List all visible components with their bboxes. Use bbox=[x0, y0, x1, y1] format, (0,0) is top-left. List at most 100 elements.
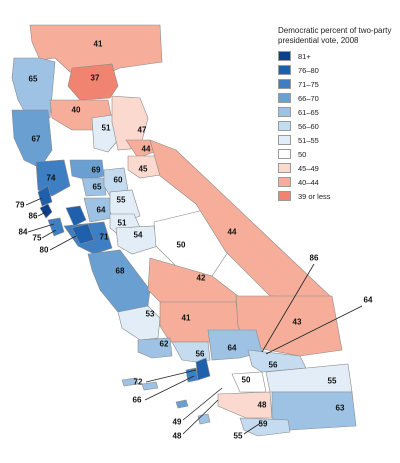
callout-value-label: 64 bbox=[364, 296, 373, 305]
county-region bbox=[127, 155, 161, 179]
legend-item: 50 bbox=[278, 148, 396, 160]
legend-swatch bbox=[278, 135, 291, 145]
county-value-label: 42 bbox=[197, 274, 206, 283]
county-value-label: 56 bbox=[269, 361, 278, 370]
county-value-label: 44 bbox=[228, 228, 237, 237]
legend-swatch bbox=[278, 65, 291, 75]
legend-swatch bbox=[278, 121, 291, 131]
callout-value-label: 80 bbox=[40, 246, 49, 255]
callout-value-label: 48 bbox=[173, 432, 182, 441]
county-value-label: 55 bbox=[117, 196, 126, 205]
county-value-label: 69 bbox=[92, 166, 101, 175]
county-value-label: 65 bbox=[29, 75, 38, 84]
legend-label: 51–55 bbox=[298, 135, 319, 145]
county-value-label: 40 bbox=[72, 106, 81, 115]
county-value-label: 59 bbox=[259, 420, 268, 429]
county-value-label: 55 bbox=[328, 377, 337, 386]
island-1 bbox=[121, 377, 139, 387]
leader-line bbox=[261, 263, 315, 353]
county-region bbox=[11, 57, 56, 119]
region-santaclara bbox=[71, 223, 95, 245]
legend-swatch bbox=[278, 93, 291, 103]
callout-value-label: 86 bbox=[310, 254, 319, 263]
county-region bbox=[115, 225, 159, 255]
region-alameda bbox=[65, 205, 87, 227]
county-value-label: 62 bbox=[160, 340, 169, 349]
legend-swatch bbox=[278, 79, 291, 89]
county-value-label: 44 bbox=[142, 145, 151, 154]
island-3 bbox=[175, 399, 189, 409]
legend-label: 40–44 bbox=[298, 177, 319, 187]
county-value-label: 54 bbox=[134, 231, 143, 240]
region-la-core bbox=[195, 357, 211, 381]
region-marin bbox=[37, 185, 53, 207]
legend-item: 71–75 bbox=[278, 78, 396, 90]
county-value-label: 37 bbox=[91, 74, 100, 83]
legend-label: 56–60 bbox=[298, 121, 319, 131]
county-value-label: 51 bbox=[118, 219, 127, 228]
legend-swatch bbox=[278, 149, 291, 159]
leader-line bbox=[145, 369, 197, 383]
leader-line bbox=[41, 229, 57, 239]
legend-title: Democratic percent of two-party presiden… bbox=[278, 26, 392, 45]
county-value-label: 43 bbox=[293, 318, 302, 327]
legend-swatch bbox=[278, 51, 291, 61]
county-value-label: 50 bbox=[242, 376, 251, 385]
legend-label: 39 or less bbox=[298, 191, 331, 201]
county-value-label: 60 bbox=[114, 176, 123, 185]
county-value-label: 71 bbox=[100, 233, 109, 242]
county-region bbox=[217, 391, 273, 419]
map-legend: Democratic percent of two-party presiden… bbox=[278, 26, 396, 204]
legend-label: 45–49 bbox=[298, 163, 319, 173]
leader-line bbox=[182, 387, 223, 421]
county-region bbox=[87, 249, 151, 313]
county-region bbox=[35, 159, 71, 197]
legend-item: 81+ bbox=[278, 50, 396, 62]
legend-label: 81+ bbox=[298, 51, 311, 61]
island-4 bbox=[197, 413, 211, 425]
legend-label: 66–70 bbox=[298, 93, 319, 103]
county-value-label: 64 bbox=[228, 344, 237, 353]
legend-swatch bbox=[278, 177, 291, 187]
leader-line bbox=[27, 223, 55, 233]
leader-line bbox=[25, 197, 43, 206]
legend-item: 39 or less bbox=[278, 190, 396, 202]
leader-line bbox=[49, 235, 77, 251]
county-value-label: 67 bbox=[32, 135, 41, 144]
county-region bbox=[271, 391, 357, 431]
county-region bbox=[239, 417, 291, 437]
leader-line bbox=[243, 421, 263, 435]
leader-line bbox=[144, 375, 195, 401]
county-value-label: 53 bbox=[146, 310, 155, 319]
legend-item: 61–65 bbox=[278, 106, 396, 118]
callout-value-label: 66 bbox=[133, 396, 142, 405]
legend-label: 61–65 bbox=[298, 107, 319, 117]
island-2 bbox=[141, 381, 159, 391]
leader-line bbox=[37, 211, 47, 217]
leader-line bbox=[265, 305, 363, 355]
leader-line bbox=[182, 399, 219, 435]
legend-item: 40–44 bbox=[278, 176, 396, 188]
legend-item: 45–49 bbox=[278, 162, 396, 174]
legend-swatch bbox=[278, 107, 291, 117]
county-value-label: 47 bbox=[138, 126, 147, 135]
legend-swatch bbox=[278, 191, 291, 201]
county-value-label: 51 bbox=[102, 124, 111, 133]
legend-swatch bbox=[278, 163, 291, 173]
county-region bbox=[67, 63, 119, 101]
callout-value-label: 75 bbox=[33, 234, 42, 243]
region-sanmateo bbox=[47, 217, 65, 237]
county-value-label: 41 bbox=[94, 40, 103, 49]
county-region bbox=[91, 114, 119, 153]
callout-value-label: 86 bbox=[29, 212, 38, 221]
county-value-label: 41 bbox=[182, 314, 191, 323]
callout-value-label: 79 bbox=[16, 201, 25, 210]
county-value-label: 45 bbox=[139, 165, 148, 174]
county-value-label: 50 bbox=[177, 241, 186, 250]
legend-label: 71–75 bbox=[298, 79, 319, 89]
county-value-label: 65 bbox=[93, 183, 102, 192]
legend-label: 50 bbox=[298, 149, 307, 159]
county-value-label: 56 bbox=[196, 350, 205, 359]
county-region bbox=[137, 337, 173, 359]
